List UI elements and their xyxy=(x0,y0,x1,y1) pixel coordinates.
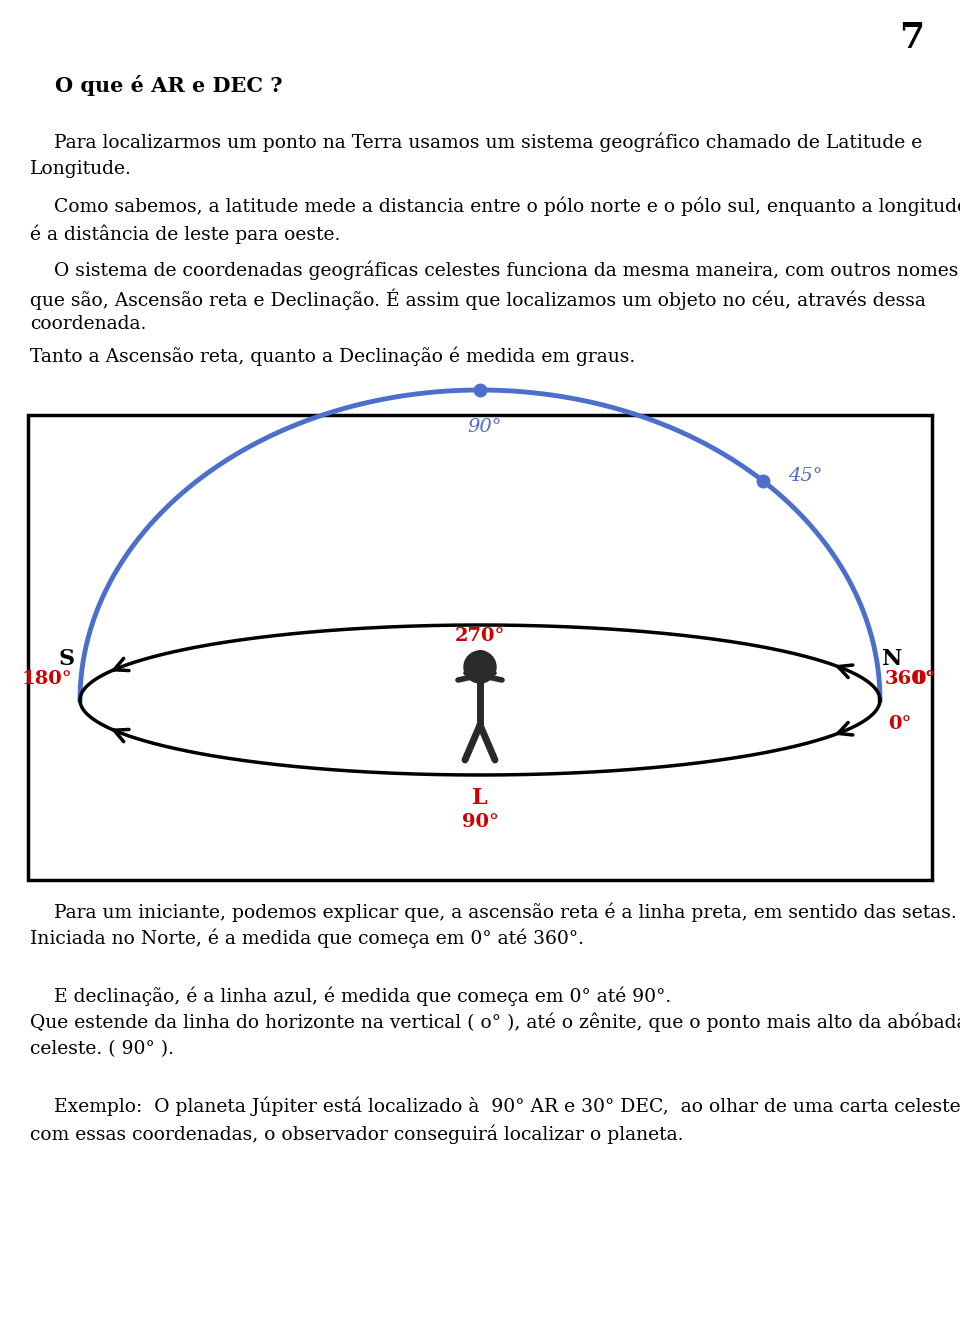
Text: E declinação, é a linha azul, é medida que começa em 0° até 90°.: E declinação, é a linha azul, é medida q… xyxy=(30,985,671,1005)
Text: coordenada.: coordenada. xyxy=(30,315,146,333)
Text: Longitude.: Longitude. xyxy=(30,159,132,178)
Text: celeste. ( 90° ).: celeste. ( 90° ). xyxy=(30,1040,174,1058)
Text: Para um iniciante, podemos explicar que, a ascensão reta é a linha preta, em sen: Para um iniciante, podemos explicar que,… xyxy=(30,902,957,922)
Text: 0°: 0° xyxy=(888,714,911,733)
Text: N: N xyxy=(882,648,902,671)
Text: 45°: 45° xyxy=(788,467,823,485)
Text: O que é AR e DEC ?: O que é AR e DEC ? xyxy=(55,74,282,96)
Text: Tanto a Ascensão reta, quanto a Declinação é medida em graus.: Tanto a Ascensão reta, quanto a Declinaç… xyxy=(30,347,636,367)
Text: Iniciada no Norte, é a medida que começa em 0° até 360°.: Iniciada no Norte, é a medida que começa… xyxy=(30,930,584,948)
Text: com essas coordenadas, o observador conseguirá localizar o planeta.: com essas coordenadas, o observador cons… xyxy=(30,1123,684,1143)
Text: Que estende da linha do horizonte na vertical ( o° ), até o zênite, que o ponto : Que estende da linha do horizonte na ver… xyxy=(30,1013,960,1032)
Circle shape xyxy=(464,651,496,683)
Text: 90°: 90° xyxy=(462,813,498,831)
Text: Para localizarmos um ponto na Terra usamos um sistema geográfico chamado de Lati: Para localizarmos um ponto na Terra usam… xyxy=(30,133,923,153)
Text: 360°: 360° xyxy=(885,671,936,688)
Text: Exemplo:  O planeta Júpiter está localizado à  90° AR e 30° DEC,  ao olhar de um: Exemplo: O planeta Júpiter está localiza… xyxy=(30,1097,960,1117)
Text: S: S xyxy=(59,648,75,671)
Bar xyxy=(28,414,932,880)
Text: é a distância de leste para oeste.: é a distância de leste para oeste. xyxy=(30,224,341,243)
Text: 90°: 90° xyxy=(468,418,502,436)
Text: 7: 7 xyxy=(900,21,924,54)
Text: que são, Ascensão reta e Declinação. É assim que localizamos um objeto no céu, a: que são, Ascensão reta e Declinação. É a… xyxy=(30,288,925,309)
Text: L: L xyxy=(472,788,488,809)
Text: Como sabemos, a latitude mede a distancia entre o pólo norte e o pólo sul, enqua: Como sabemos, a latitude mede a distanci… xyxy=(30,197,960,216)
Text: 0°: 0° xyxy=(912,671,935,688)
Text: O: O xyxy=(471,649,489,668)
Text: 270°: 270° xyxy=(455,627,505,645)
Text: O sistema de coordenadas geográficas celestes funciona da mesma maneira, com out: O sistema de coordenadas geográficas cel… xyxy=(30,262,958,280)
Text: 180°: 180° xyxy=(21,671,72,688)
